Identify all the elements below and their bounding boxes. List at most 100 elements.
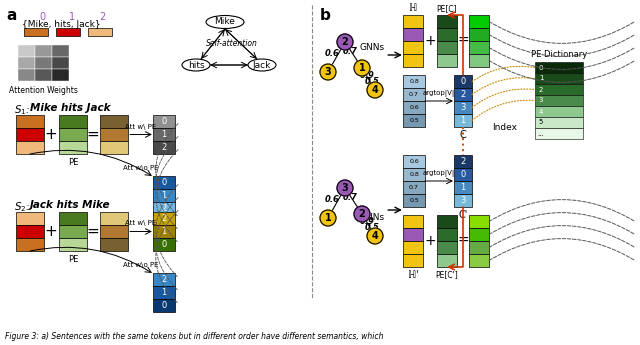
Text: 0.5: 0.5	[365, 78, 380, 87]
Bar	[437, 228, 457, 241]
Text: 2: 2	[161, 204, 166, 213]
Bar	[56, 28, 80, 36]
Circle shape	[354, 206, 370, 222]
Bar	[469, 228, 489, 241]
Text: 0: 0	[161, 240, 166, 249]
Text: 2: 2	[460, 157, 466, 166]
Bar	[18, 69, 35, 81]
Bar	[403, 101, 425, 114]
Bar	[403, 215, 423, 228]
Text: 0.6: 0.6	[324, 196, 339, 205]
Text: 4: 4	[539, 108, 543, 115]
Bar	[454, 194, 472, 207]
Bar	[153, 286, 175, 299]
Text: $S_2$:: $S_2$:	[14, 200, 31, 214]
Text: 1: 1	[161, 130, 166, 139]
Ellipse shape	[248, 59, 276, 71]
Bar	[535, 117, 583, 128]
Bar	[535, 84, 583, 95]
Text: 0.6: 0.6	[324, 49, 339, 59]
Bar	[153, 202, 175, 215]
Text: Figure 3: a) Sentences with the same tokens but in different order have differen: Figure 3: a) Sentences with the same tok…	[5, 332, 383, 341]
Bar	[437, 28, 457, 41]
Text: =: =	[86, 127, 99, 142]
Text: 0.6: 0.6	[409, 105, 419, 110]
Bar	[469, 41, 489, 54]
Text: 2: 2	[358, 209, 365, 219]
Text: 1: 1	[161, 191, 166, 200]
Bar	[437, 15, 457, 28]
Text: a: a	[6, 8, 17, 23]
Text: 0.9: 0.9	[360, 71, 374, 80]
Bar	[16, 115, 44, 128]
Bar	[403, 181, 425, 194]
Text: PE: PE	[68, 255, 78, 264]
Text: 0: 0	[161, 178, 166, 187]
Text: Jack hits Mike: Jack hits Mike	[30, 200, 111, 210]
Text: +: +	[45, 224, 58, 239]
Bar	[88, 28, 112, 36]
Bar	[153, 238, 175, 251]
Text: 2: 2	[161, 143, 166, 152]
Text: Att w\o PE: Att w\o PE	[124, 165, 159, 171]
Text: b: b	[320, 8, 331, 23]
Text: 1: 1	[69, 12, 75, 22]
Text: 0.7: 0.7	[409, 92, 419, 97]
Bar	[403, 114, 425, 127]
Bar	[100, 238, 128, 251]
Bar	[403, 41, 423, 54]
Text: Attention Weights: Attention Weights	[9, 86, 78, 95]
Bar	[100, 128, 128, 141]
Text: Att w\ PE: Att w\ PE	[125, 220, 157, 227]
Bar	[454, 88, 472, 101]
Bar	[153, 212, 175, 225]
Bar	[403, 15, 423, 28]
Bar	[18, 57, 35, 69]
Bar	[16, 212, 44, 225]
Text: 3: 3	[539, 98, 543, 104]
Text: 0.9: 0.9	[360, 217, 374, 227]
Text: 1: 1	[161, 227, 166, 236]
Bar	[403, 54, 423, 67]
Text: Mike: Mike	[214, 18, 236, 27]
Bar	[437, 241, 457, 254]
Text: 2: 2	[99, 12, 105, 22]
Text: Self-attention: Self-attention	[206, 39, 258, 48]
Bar	[437, 41, 457, 54]
Text: ℍ': ℍ'	[408, 270, 419, 280]
Bar	[403, 254, 423, 267]
Bar	[403, 28, 423, 41]
Text: 0.6: 0.6	[409, 159, 419, 164]
Bar	[100, 225, 128, 238]
Text: PE: PE	[68, 158, 78, 167]
Text: 3: 3	[460, 196, 466, 205]
Bar	[437, 215, 457, 228]
Text: 1: 1	[460, 183, 466, 192]
Bar	[535, 73, 583, 84]
Bar	[454, 75, 472, 88]
Text: 1: 1	[324, 213, 332, 223]
Text: ℍ: ℍ	[409, 3, 417, 13]
Text: Index: Index	[493, 124, 518, 132]
Bar	[403, 155, 425, 168]
Text: PE Dictionary: PE Dictionary	[531, 50, 587, 59]
Text: PE[C']: PE[C']	[436, 270, 458, 279]
Circle shape	[337, 180, 353, 196]
Bar	[403, 228, 423, 241]
Circle shape	[320, 64, 336, 80]
Text: 1: 1	[358, 63, 365, 73]
Bar	[535, 95, 583, 106]
Bar	[153, 273, 175, 286]
Bar	[469, 254, 489, 267]
Bar	[52, 57, 69, 69]
Text: C: C	[460, 130, 467, 140]
Bar	[469, 241, 489, 254]
Bar	[469, 54, 489, 67]
Bar	[469, 215, 489, 228]
Bar	[454, 168, 472, 181]
Text: C': C'	[458, 210, 468, 220]
Bar	[454, 101, 472, 114]
Text: 0.7: 0.7	[342, 48, 357, 57]
Bar	[16, 128, 44, 141]
Text: 0.5: 0.5	[365, 224, 380, 233]
